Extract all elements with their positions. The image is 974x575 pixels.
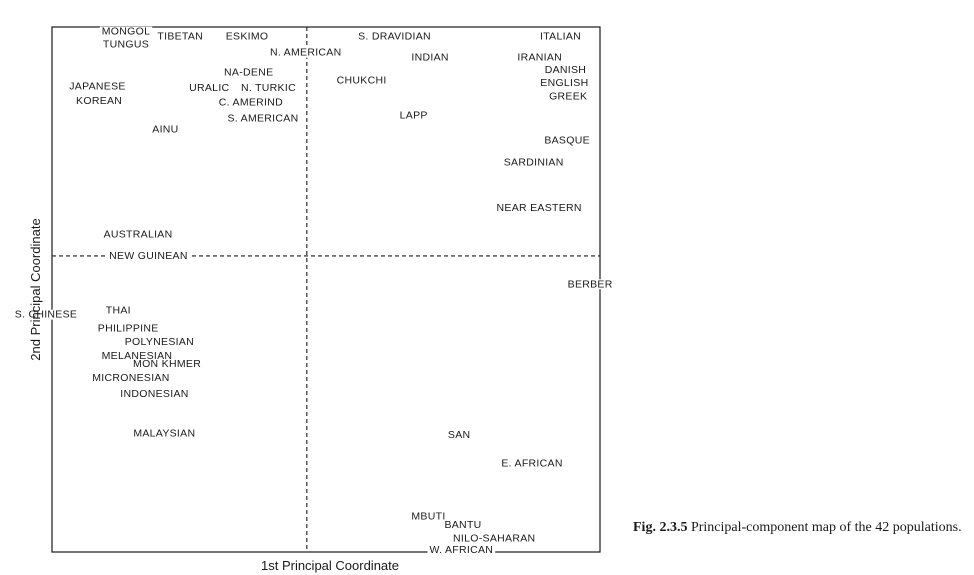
population-label: S. DRAVIDIAN xyxy=(358,30,431,42)
label-background xyxy=(409,511,448,522)
population-label: ESKIMO xyxy=(226,30,269,42)
population-label: MBUTI xyxy=(411,510,445,522)
population-label: THAI xyxy=(106,305,131,317)
label-background xyxy=(225,113,301,124)
label-background xyxy=(501,157,566,168)
label-background xyxy=(95,323,161,334)
label-background xyxy=(99,351,175,362)
label-background xyxy=(267,47,344,58)
population-label: DANISH xyxy=(545,64,586,76)
population-label: S. CHINESE xyxy=(15,309,78,321)
y-axis-title: 2nd Principal Coordinate xyxy=(28,218,43,360)
population-label: W. AFRICAN xyxy=(430,544,494,556)
population-label: NEAR EASTERN xyxy=(497,202,582,214)
population-label: CHUKCHI xyxy=(337,75,387,87)
label-background xyxy=(99,26,153,37)
population-label: AUSTRALIAN xyxy=(104,228,173,240)
figure-number: Fig. 2.3.5 xyxy=(633,520,688,535)
label-background xyxy=(100,39,152,50)
label-background xyxy=(238,82,299,93)
population-label: URALIC xyxy=(189,82,229,94)
label-background xyxy=(155,31,206,42)
population-label: TIBETAN xyxy=(157,30,203,42)
population-label: SARDINIAN xyxy=(504,156,564,168)
label-background xyxy=(538,78,591,89)
label-background xyxy=(90,373,172,384)
plot-frame xyxy=(51,26,601,553)
label-background xyxy=(103,305,133,316)
label-background xyxy=(12,309,80,320)
population-label: BASQUE xyxy=(544,134,590,146)
label-background xyxy=(187,82,232,93)
label-background xyxy=(74,96,125,107)
label-background xyxy=(499,458,565,469)
population-label: GREEK xyxy=(549,90,587,102)
label-background xyxy=(442,520,484,531)
population-label: ENGLISH xyxy=(540,77,588,89)
population-label: BERBER xyxy=(568,278,613,290)
label-background xyxy=(150,124,181,135)
population-label: SAN xyxy=(448,429,471,441)
label-background xyxy=(222,67,276,78)
label-background xyxy=(542,135,592,146)
population-label: NILO-SAHARAN xyxy=(453,532,535,544)
label-background xyxy=(494,203,584,214)
population-label: MONGOL xyxy=(102,26,150,38)
population-label: MICRONESIAN xyxy=(92,372,169,384)
label-background xyxy=(101,229,175,240)
label-background xyxy=(515,52,565,63)
label-background xyxy=(445,429,473,440)
population-label: AINU xyxy=(152,123,178,135)
label-background xyxy=(118,388,191,399)
figure-caption: Fig. 2.3.5 Principal-component map of th… xyxy=(633,518,969,537)
population-label: INDIAN xyxy=(411,51,448,63)
label-background xyxy=(131,428,198,439)
population-label: S. AMERICAN xyxy=(227,112,298,124)
label-background xyxy=(334,75,389,86)
label-background xyxy=(565,279,615,290)
population-label: POLYNESIAN xyxy=(125,336,194,348)
label-background xyxy=(223,31,271,42)
population-label: MON KHMER xyxy=(133,358,201,370)
population-label: IRANIAN xyxy=(517,51,562,63)
label-background xyxy=(67,81,128,92)
label-background xyxy=(122,337,197,347)
label-background xyxy=(356,31,433,42)
population-label: NEW GUINEAN xyxy=(109,250,188,262)
population-label: LAPP xyxy=(400,110,428,122)
label-background xyxy=(547,91,590,102)
population-label: PHILIPPINE xyxy=(98,322,159,334)
label-background xyxy=(451,533,538,544)
population-label: N. AMERICAN xyxy=(270,47,342,59)
label-background xyxy=(409,52,451,63)
caption-text: Principal-component map of the 42 popula… xyxy=(687,520,962,535)
population-label: JAPANESE xyxy=(69,80,125,92)
label-background xyxy=(107,250,190,261)
label-background xyxy=(216,97,286,108)
label-background xyxy=(427,544,496,555)
population-label: TUNGUS xyxy=(103,38,149,50)
population-label: KOREAN xyxy=(76,95,122,107)
population-label: E. AFRICAN xyxy=(501,457,562,469)
population-label: INDONESIAN xyxy=(120,388,188,400)
population-label: N. TURKIC xyxy=(241,82,296,94)
population-label: C. AMERIND xyxy=(219,97,283,109)
label-background xyxy=(131,359,204,370)
x-axis-title: 1st Principal Coordinate xyxy=(261,558,399,573)
population-label: BANTU xyxy=(444,519,481,531)
population-label: NA-DENE xyxy=(224,67,273,79)
label-background xyxy=(538,31,584,42)
population-label: MALAYSIAN xyxy=(133,427,195,439)
population-label: ITALIAN xyxy=(540,30,581,42)
label-background xyxy=(542,65,589,76)
label-background xyxy=(397,110,430,121)
